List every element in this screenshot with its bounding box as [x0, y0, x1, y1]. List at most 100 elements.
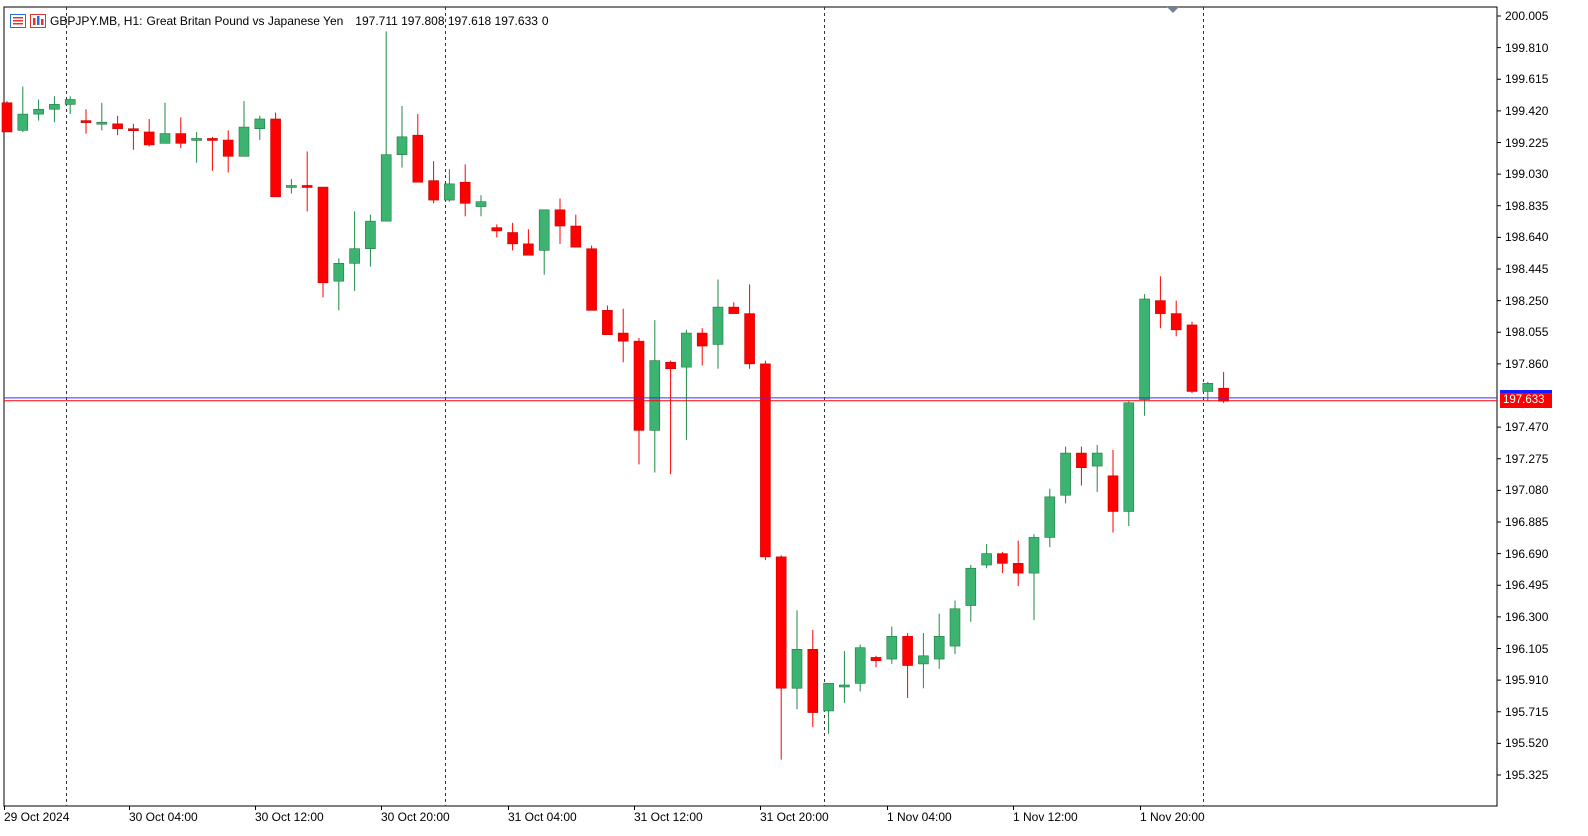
candle-body — [112, 123, 123, 130]
candle-body — [523, 243, 534, 256]
y-tick-label: 196.300 — [1505, 609, 1549, 624]
candle-body — [949, 608, 961, 647]
candle-body — [997, 553, 1008, 564]
candle-body — [760, 363, 771, 558]
candle-body — [301, 185, 313, 188]
candle-body — [238, 126, 250, 157]
candle-body — [491, 227, 503, 232]
candle-body — [554, 209, 566, 227]
y-tick-label: 195.520 — [1505, 736, 1549, 751]
candle-body — [1060, 452, 1071, 496]
candle-body — [886, 636, 898, 660]
candle-body — [412, 134, 424, 183]
candle-body — [317, 186, 329, 284]
y-tick-label: 196.495 — [1505, 578, 1549, 593]
candle-body — [712, 306, 724, 345]
candle-body — [396, 136, 408, 155]
candle-body — [1091, 452, 1103, 467]
menu-icon[interactable] — [10, 14, 26, 28]
y-tick-label: 195.910 — [1505, 673, 1549, 688]
candle-body — [286, 185, 297, 188]
y-tick-label: 198.640 — [1505, 230, 1549, 245]
candle-body — [1155, 300, 1166, 314]
y-tick-label: 197.470 — [1505, 420, 1549, 435]
candle-body — [1076, 452, 1087, 468]
candle-body — [570, 225, 582, 248]
candle-body — [918, 655, 929, 665]
candle-body — [128, 128, 139, 132]
candle-body — [64, 99, 76, 105]
x-tick-label: 30 Oct 04:00 — [129, 810, 198, 824]
candle-body — [1028, 537, 1040, 574]
y-tick-label: 199.420 — [1505, 103, 1549, 118]
candle-body — [1218, 387, 1229, 402]
candle-body — [507, 232, 518, 245]
candle-body — [981, 553, 992, 566]
y-tick-label: 196.105 — [1505, 641, 1549, 656]
candle-body — [854, 647, 866, 684]
candle-body — [475, 201, 487, 207]
y-tick-label: 198.055 — [1505, 325, 1549, 340]
candle-body — [633, 340, 645, 431]
x-tick-label: 1 Nov 20:00 — [1140, 810, 1205, 824]
candle-body — [333, 263, 345, 282]
candle-body — [538, 209, 550, 251]
candle-body — [1, 102, 13, 133]
y-tick-label: 199.030 — [1505, 167, 1549, 182]
ohlc-values: 197.711 197.808 197.618 197.633 — [355, 14, 538, 28]
y-tick-label: 195.715 — [1505, 704, 1549, 719]
y-tick-label: 196.690 — [1505, 546, 1549, 561]
y-tick-label: 199.615 — [1505, 72, 1549, 87]
candle-body — [665, 361, 676, 370]
x-tick-label: 31 Oct 12:00 — [634, 810, 703, 824]
candle-body — [17, 113, 29, 131]
candle-body — [159, 133, 171, 144]
candle-body — [649, 360, 661, 431]
candle-body — [775, 556, 787, 689]
candle-body — [1170, 313, 1182, 331]
candle-body — [728, 306, 740, 314]
candle-body — [270, 118, 281, 198]
y-tick-label: 199.225 — [1505, 135, 1549, 150]
plot-frame — [3, 6, 1498, 807]
candle-body — [965, 567, 977, 606]
candle-body — [696, 332, 708, 347]
candle-body — [1044, 496, 1056, 538]
candle-body — [380, 154, 392, 222]
candle-body — [143, 131, 155, 146]
candle-body — [823, 683, 834, 712]
x-tick-label: 1 Nov 12:00 — [1013, 810, 1078, 824]
ask-price-tag — [1500, 390, 1552, 394]
volume-value: 0 — [541, 14, 549, 28]
candle-body — [49, 104, 60, 110]
scroll-marker-icon[interactable] — [1167, 7, 1179, 13]
y-tick-label: 198.445 — [1505, 262, 1549, 276]
candle-body — [617, 332, 629, 342]
x-tick-label: 1 Nov 04:00 — [887, 810, 952, 824]
y-tick-label: 198.835 — [1505, 198, 1549, 213]
candle-body — [96, 121, 108, 125]
symbol-label: GBPJPY.MB, H1: — [50, 14, 143, 28]
y-tick-label: 195.325 — [1505, 768, 1549, 782]
candle-body — [791, 649, 803, 689]
candle-body — [744, 313, 755, 365]
candle-body — [191, 138, 202, 141]
candle-body — [444, 183, 455, 201]
x-tick-label: 31 Oct 04:00 — [508, 810, 577, 824]
y-tick-label: 196.885 — [1505, 515, 1549, 529]
candle-body — [1123, 402, 1135, 512]
y-tick-label: 197.080 — [1505, 483, 1549, 498]
candle-body — [933, 636, 945, 660]
x-tick-label: 30 Oct 12:00 — [255, 810, 324, 824]
chart-header: GBPJPY.MB, H1: Great Britan Pound vs Jap… — [10, 12, 549, 30]
candle-body — [33, 108, 44, 115]
candle-body — [207, 138, 218, 141]
candle-body — [80, 120, 92, 123]
chart-icon[interactable] — [30, 14, 46, 28]
y-tick-label: 199.810 — [1505, 40, 1549, 55]
candle-body — [459, 181, 471, 204]
candle-body — [428, 180, 439, 201]
y-tick-label: 197.860 — [1505, 356, 1549, 371]
